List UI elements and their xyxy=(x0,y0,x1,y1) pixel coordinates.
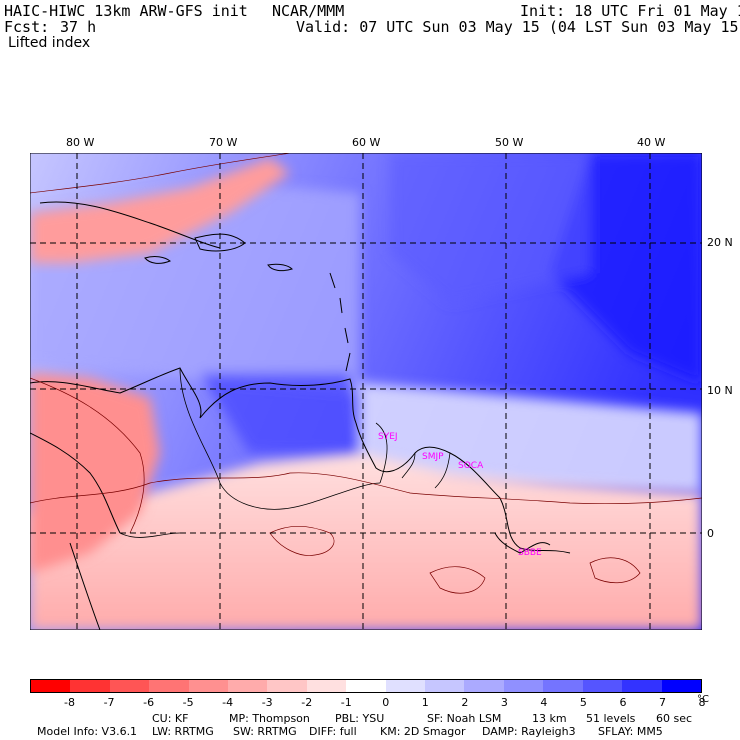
colorbar-tick-label: 5 xyxy=(579,696,587,709)
colorbar-swatch xyxy=(149,680,189,692)
colorbar-tick-label: -3 xyxy=(261,696,273,709)
colorbar-tick-label: -7 xyxy=(103,696,115,709)
unstable-west-field xyxy=(30,373,160,573)
colorbar-swatch xyxy=(661,680,701,692)
lat-label-0: 0 xyxy=(707,527,714,540)
diffusion-option: DIFF: full xyxy=(309,725,357,738)
lon-label-60w: 60 W xyxy=(352,136,381,149)
org-label: NCAR/MMM xyxy=(272,2,345,20)
lat-label-10n: 10 N xyxy=(707,384,733,397)
colorbar-tick-label: -8 xyxy=(64,696,75,709)
model-info-line-1: Model Info: V3.6.1 xyxy=(30,712,137,738)
station-label-soca: SOCA xyxy=(458,461,484,471)
colorbar-tick-label: 7 xyxy=(658,696,666,709)
model-version: Model Info: V3.6.1 xyxy=(37,725,138,738)
grid-spacing: 13 km xyxy=(532,712,567,725)
lifted-index-contours xyxy=(30,153,702,594)
shortwave-scheme: SW: RRTMG xyxy=(233,725,297,738)
colorbar-swatch xyxy=(425,680,465,692)
colorbar-swatch xyxy=(464,680,504,692)
sfclay-option: SFLAY: MM5 xyxy=(598,725,663,738)
forecast-label: Fcst: xyxy=(4,18,50,36)
colorbar-swatch xyxy=(582,680,623,692)
colorbar-swatch xyxy=(622,680,662,692)
station-label-syej: SYEJ xyxy=(378,432,398,442)
damping-option: DAMP: Rayleigh3 xyxy=(482,725,576,738)
colorbar-swatch xyxy=(503,680,544,692)
surface-scheme: SF: Noah LSM xyxy=(427,712,502,725)
colorbar-swatch xyxy=(306,680,347,692)
colorbar-swatch xyxy=(70,680,110,692)
colorbar-tick-label: 8 xyxy=(698,696,706,709)
coastlines xyxy=(30,201,571,630)
microphysics-scheme: MP: Thompson xyxy=(229,712,310,725)
colorbar-tick-label: -6 xyxy=(143,696,155,709)
vertical-levels: 51 levels xyxy=(586,712,636,725)
valid-time: Valid: 07 UTC Sun 03 May 15 (04 LST Sun … xyxy=(296,18,740,36)
antilles-unstable-band xyxy=(30,158,290,263)
colorbar-tick-label: 2 xyxy=(461,696,469,709)
lon-label-80w: 80 W xyxy=(66,136,95,149)
time-step: 60 sec xyxy=(656,712,693,725)
colorbar-tick-label: -1 xyxy=(340,696,352,709)
colorbar-swatch xyxy=(228,680,268,692)
pbl-scheme: PBL: YSU xyxy=(335,712,385,725)
colorbar-unit: °C xyxy=(697,694,709,705)
colorbar-swatch xyxy=(188,680,229,692)
lon-label-70w: 70 W xyxy=(209,136,238,149)
longwave-scheme: LW: RRTMG xyxy=(152,725,214,738)
colorbar-swatch xyxy=(109,680,150,692)
station-label-sbbe: SBBE xyxy=(518,548,542,558)
colorbar-tick-label: 4 xyxy=(540,696,548,709)
colorbar-tick-label: -5 xyxy=(182,696,194,709)
cumulus-scheme: CU: KF xyxy=(152,712,189,725)
lifted-index-map: SYEJ SMJP SOCA SBBE xyxy=(30,153,702,630)
unstable-land-field xyxy=(30,453,702,630)
forecast-hour: 37 h xyxy=(60,18,97,36)
colorbar xyxy=(30,679,702,693)
colorbar-swatch xyxy=(267,680,307,692)
lon-label-50w: 50 W xyxy=(495,136,524,149)
lat-label-20n: 20 N xyxy=(707,236,733,249)
colorbar-tick-label: 0 xyxy=(382,696,390,709)
station-label-smjp: SMJP xyxy=(422,452,444,462)
colorbar-tick-label: 6 xyxy=(619,696,627,709)
colorbar-swatch xyxy=(346,680,386,692)
colorbar-swatch xyxy=(543,680,583,692)
init-time: Init: 18 UTC Fri 01 May 15 xyxy=(520,2,740,20)
colorbar-swatch xyxy=(385,680,426,692)
model-title: HAIC-HIWC 13km ARW-GFS init xyxy=(4,2,248,20)
lon-label-40w: 40 W xyxy=(637,136,666,149)
graticule xyxy=(30,153,702,630)
colorbar-tick-label: 3 xyxy=(500,696,508,709)
field-name: Lifted index xyxy=(8,35,91,51)
colorbar-tick-label: -4 xyxy=(222,696,234,709)
colorbar-swatch xyxy=(31,680,71,692)
km-option: KM: 2D Smagor xyxy=(380,725,466,738)
colorbar-tick-label: 1 xyxy=(421,696,429,709)
colorbar-tick-label: -2 xyxy=(301,696,313,709)
